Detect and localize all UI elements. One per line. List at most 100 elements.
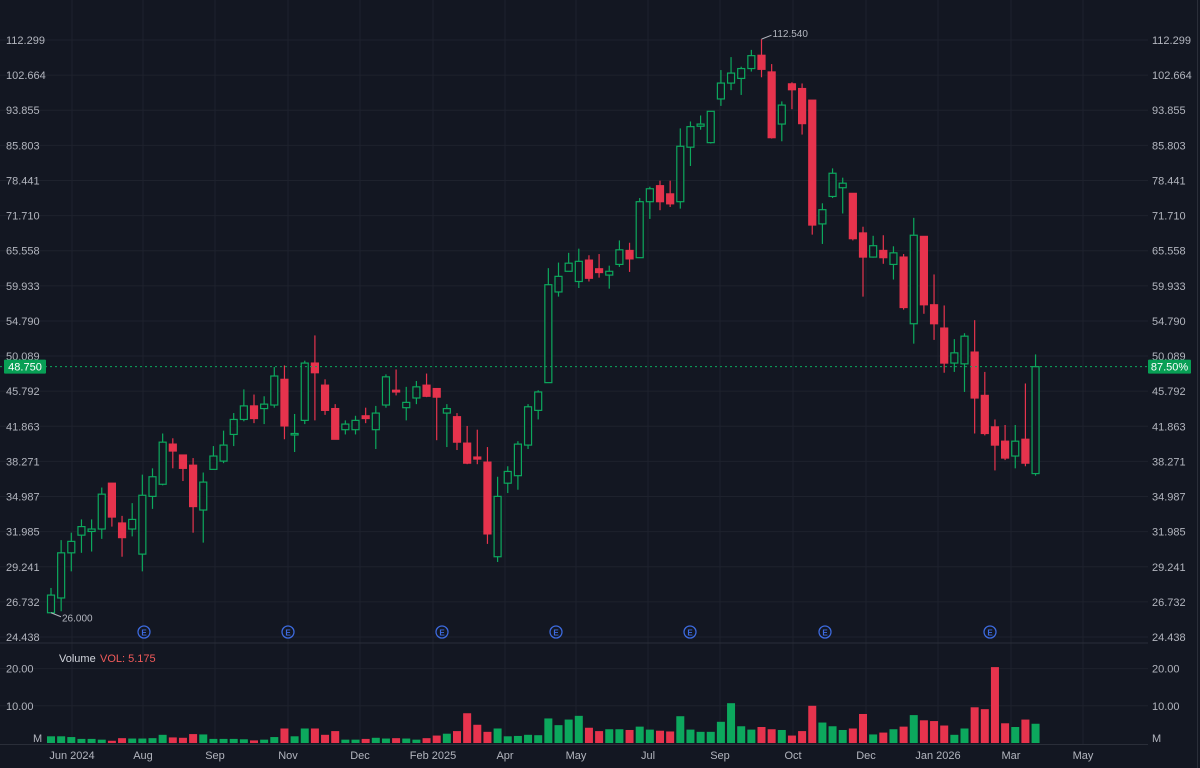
earnings-marker[interactable]: E (983, 625, 997, 639)
candle (178, 454, 188, 482)
candle (787, 82, 797, 110)
candle-body (990, 426, 1000, 446)
candle (808, 99, 817, 235)
candle (260, 396, 269, 425)
candle (189, 458, 198, 533)
earnings-marker[interactable]: E (435, 625, 449, 639)
volume-pane[interactable] (47, 667, 1040, 743)
candle-body (757, 54, 766, 70)
volume-bar (767, 729, 776, 743)
time-axis-label: Feb 2025 (410, 750, 456, 762)
volume-bar (899, 726, 908, 743)
price-tick-right: 112.299 (1152, 35, 1191, 47)
candle (726, 57, 736, 91)
volume-bar (422, 738, 431, 743)
candle (696, 115, 705, 130)
candle (716, 70, 726, 106)
candle-body (239, 405, 248, 421)
candle-body (320, 384, 330, 411)
volume-bar (706, 731, 715, 743)
volume-bar (148, 738, 157, 743)
volume-bar (118, 738, 127, 743)
price-tick-left: 41.863 (6, 421, 40, 433)
volume-unit-left: M (33, 733, 42, 745)
earnings-marker[interactable]: E (683, 625, 697, 639)
volume-bar (199, 734, 208, 743)
candle-body (260, 403, 269, 410)
volume-bar (1031, 723, 1040, 743)
volume-bar (990, 667, 999, 743)
volume-bar (168, 737, 177, 743)
candle-body (219, 444, 228, 462)
volume-bar (859, 713, 867, 743)
volume-bar (280, 728, 289, 743)
candle (564, 252, 573, 272)
candle (473, 429, 482, 465)
price-tick-right: 24.438 (1152, 632, 1186, 644)
candle (615, 240, 624, 267)
candle (219, 430, 228, 464)
candle (605, 265, 614, 289)
price-pane[interactable] (46, 39, 1040, 614)
candle (331, 404, 340, 440)
candle-body (534, 391, 543, 411)
volume-bar (412, 739, 421, 743)
volume-bar (970, 707, 979, 743)
candle-body (625, 249, 634, 260)
volume-bar (930, 721, 939, 743)
price-tick-right: 85.803 (1152, 140, 1186, 152)
volume-bar (940, 725, 949, 743)
candle (970, 320, 979, 434)
candle (158, 433, 167, 486)
candle-body (371, 412, 380, 431)
volume-bar (798, 731, 807, 743)
earnings-marker[interactable]: E (818, 625, 832, 639)
candle-body (46, 594, 56, 614)
candle (249, 394, 259, 424)
volume-tick-left: 10.00 (6, 701, 34, 713)
candle-body (351, 419, 360, 431)
candle-body (1011, 440, 1020, 457)
volume-bar (260, 739, 269, 743)
volume-bar (57, 736, 66, 743)
earnings-marker[interactable]: E (137, 625, 151, 639)
candle (229, 413, 238, 447)
last-price-badge (4, 359, 46, 374)
candle (828, 168, 837, 199)
candle-body (209, 455, 218, 470)
candle-body (392, 389, 401, 393)
price-tick-right: 41.863 (1152, 421, 1186, 433)
candle (625, 242, 634, 272)
earnings-icon (137, 625, 151, 639)
candle-body (310, 362, 319, 374)
candle-body (107, 482, 117, 518)
volume-bar (87, 738, 96, 743)
volume-bar (1021, 719, 1030, 743)
candle (848, 192, 857, 241)
price-tick-right: 34.987 (1152, 492, 1186, 504)
volume-bar (848, 728, 857, 743)
candle-body (158, 441, 167, 485)
candle-body (503, 470, 512, 484)
candle-body (574, 260, 583, 283)
time-axis-label: May (1073, 750, 1094, 762)
volume-bar (564, 719, 573, 743)
candle-body (290, 432, 299, 436)
price-tick-right: 26.732 (1152, 597, 1186, 609)
candle (584, 255, 594, 282)
earnings-marker[interactable]: E (281, 625, 295, 639)
volume-bar (158, 734, 167, 743)
candle (757, 39, 766, 78)
candle (361, 407, 370, 424)
candle (117, 515, 127, 557)
candle-body (442, 407, 451, 414)
price-tick-right: 59.933 (1152, 281, 1186, 293)
price-tick-left: 24.438 (6, 632, 40, 644)
candle-body (929, 304, 939, 325)
candle (818, 203, 827, 244)
candle (767, 64, 776, 139)
earnings-marker[interactable]: E (549, 625, 563, 639)
candle-body (117, 522, 127, 539)
